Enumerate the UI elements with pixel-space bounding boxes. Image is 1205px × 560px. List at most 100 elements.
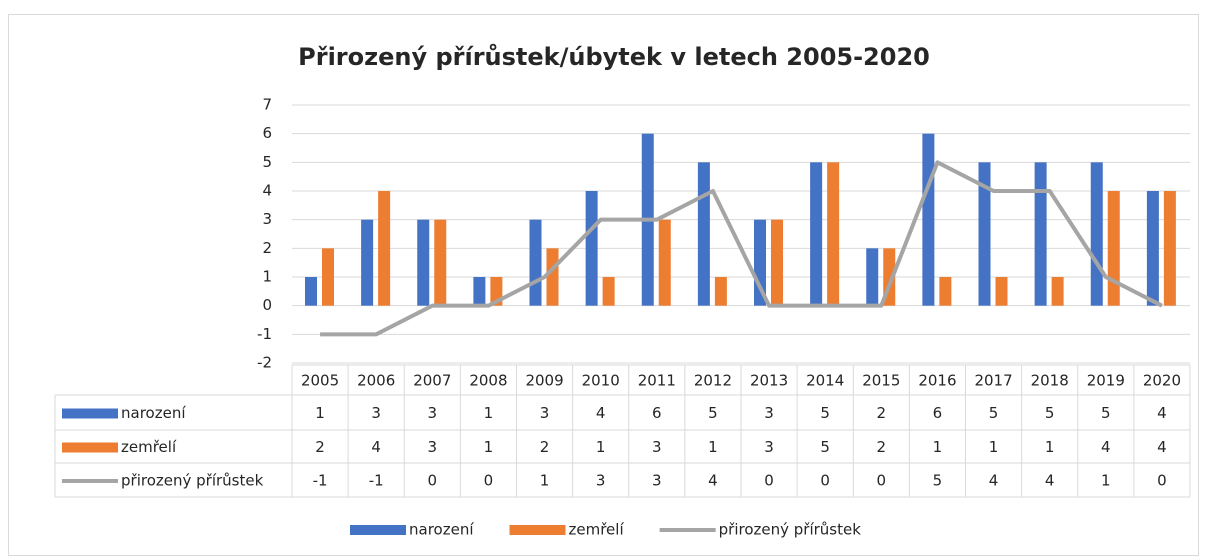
chart-title: Přirozený přírůstek/úbytek v letech 2005… (298, 43, 930, 71)
bar (417, 219, 430, 306)
x-tick-label: 2006 (357, 372, 395, 390)
table-value: 3 (596, 472, 606, 490)
legend-key (509, 525, 566, 535)
bar (827, 162, 840, 306)
x-tick-label: 2020 (1143, 372, 1181, 390)
y-tick-label: 1 (262, 268, 272, 286)
table-value: 2 (540, 438, 550, 456)
table-value: 1 (540, 472, 550, 490)
table-value: 3 (428, 404, 438, 422)
table-value: 5 (989, 404, 999, 422)
bar (305, 277, 317, 306)
bar (939, 277, 952, 306)
legend-key (62, 442, 118, 453)
bar (585, 191, 598, 306)
bar (810, 162, 823, 306)
table-value: 4 (1045, 472, 1055, 490)
x-tick-label: 2017 (974, 372, 1012, 390)
y-tick-label: 6 (262, 124, 272, 142)
legend-label: narození (409, 521, 474, 539)
y-tick-label: 3 (262, 210, 272, 228)
line (320, 160, 1163, 337)
bar (1090, 162, 1103, 306)
table-value: 1 (989, 438, 999, 456)
legend-key (350, 525, 406, 535)
y-tick-label: 7 (262, 96, 272, 114)
table-value: 5 (1101, 404, 1111, 422)
bar (771, 219, 783, 306)
table-value: 3 (428, 438, 438, 456)
table-value: 3 (652, 472, 662, 490)
table-value: 4 (708, 472, 718, 490)
bar (434, 219, 447, 306)
table-value: 3 (371, 404, 381, 422)
table-value: 4 (989, 472, 999, 490)
bar (866, 248, 879, 306)
x-tick-label: 2005 (301, 372, 339, 390)
table-value: -1 (313, 472, 328, 490)
table-value: 2 (877, 404, 887, 422)
bar (1163, 191, 1176, 306)
table-value: 1 (596, 438, 606, 456)
bar (995, 277, 1008, 306)
table-value: 2 (877, 438, 887, 456)
table-value: -1 (369, 472, 384, 490)
x-tick-label: 2015 (862, 372, 900, 390)
x-tick-label: 2009 (525, 372, 563, 390)
table-value: 5 (820, 404, 830, 422)
x-tick-label: 2011 (638, 372, 676, 390)
table-value: 4 (1101, 438, 1111, 456)
table-value: 5 (1045, 404, 1055, 422)
table-value: 1 (1101, 472, 1111, 490)
x-tick-label: 2019 (1087, 372, 1125, 390)
x-tick-label: 2012 (694, 372, 732, 390)
y-tick-label: 4 (262, 182, 272, 200)
bar (1034, 162, 1047, 306)
bar (546, 248, 559, 306)
bar (529, 219, 542, 306)
table-value: 6 (933, 404, 943, 422)
x-tick-label: 2010 (582, 372, 620, 390)
table-value: 3 (540, 404, 550, 422)
table-value: 0 (428, 472, 438, 490)
table-value: 3 (764, 404, 774, 422)
y-tick-label: -2 (257, 354, 272, 372)
table-value: 0 (1157, 472, 1167, 490)
table-value: 4 (596, 404, 606, 422)
legend-label: přirozený přírůstek (719, 521, 862, 539)
table-value: 1 (315, 404, 325, 422)
y-tick-label: -1 (257, 325, 272, 343)
table-value: 1 (708, 438, 718, 456)
bar (978, 162, 991, 306)
table-value: 1 (1045, 438, 1055, 456)
table-value: 4 (1157, 404, 1167, 422)
table-value: 4 (1157, 438, 1167, 456)
table-value: 0 (820, 472, 830, 490)
x-tick-label: 2008 (469, 372, 507, 390)
table-value: 0 (877, 472, 887, 490)
bar (922, 133, 935, 306)
table-value: 6 (652, 404, 662, 422)
y-tick-label: 2 (262, 239, 272, 257)
bar (473, 277, 486, 306)
bar (1146, 191, 1159, 306)
table-series-name: zemřelí (121, 438, 177, 456)
table-series-name: narození (121, 404, 186, 422)
bar (697, 162, 710, 306)
table-series-name: přirozený přírůstek (121, 472, 264, 490)
table-value: 0 (764, 472, 774, 490)
bar (378, 191, 391, 306)
table-value: 1 (484, 404, 494, 422)
table-value: 5 (820, 438, 830, 456)
y-tick-label: 0 (262, 296, 272, 314)
x-tick-label: 2014 (806, 372, 844, 390)
x-tick-label: 2016 (918, 372, 956, 390)
bar (1051, 277, 1064, 306)
table-value: 5 (933, 472, 943, 490)
bar (658, 219, 671, 306)
x-tick-label: 2018 (1031, 372, 1069, 390)
table-value: 5 (708, 404, 718, 422)
x-tick-label: 2007 (413, 372, 451, 390)
